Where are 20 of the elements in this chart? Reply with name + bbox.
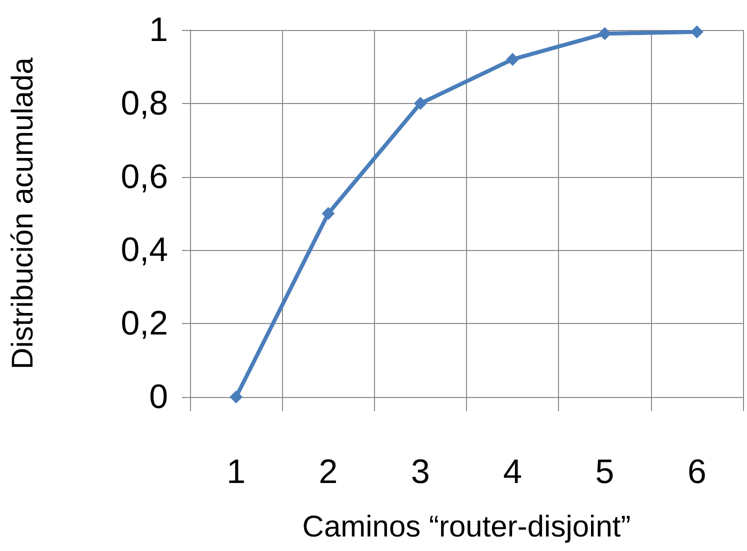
y-tick-label: 0 [149,378,168,416]
y-tick-label: 0,4 [120,231,168,270]
x-tick-label: 4 [503,453,522,491]
x-tick-label: 2 [318,453,338,491]
x-axis-title: Caminos “router-disjoint” [302,510,631,544]
point [322,207,335,220]
point [598,27,612,40]
point [414,96,427,110]
y-tick-label: 0,2 [120,304,168,343]
point [690,25,704,38]
y-axis-title: Distribución acumulada [6,57,40,370]
y-tick-label: 1 [149,11,168,49]
point [230,390,243,404]
y-tick-label: 0,8 [120,84,168,122]
x-tick-label: 6 [687,453,706,491]
x-tick-label: 5 [595,453,614,491]
x-tick-label: 3 [410,453,430,491]
x-tick-label: 1 [226,453,246,491]
y-tick-label: 0,6 [120,158,168,196]
point [506,52,520,66]
